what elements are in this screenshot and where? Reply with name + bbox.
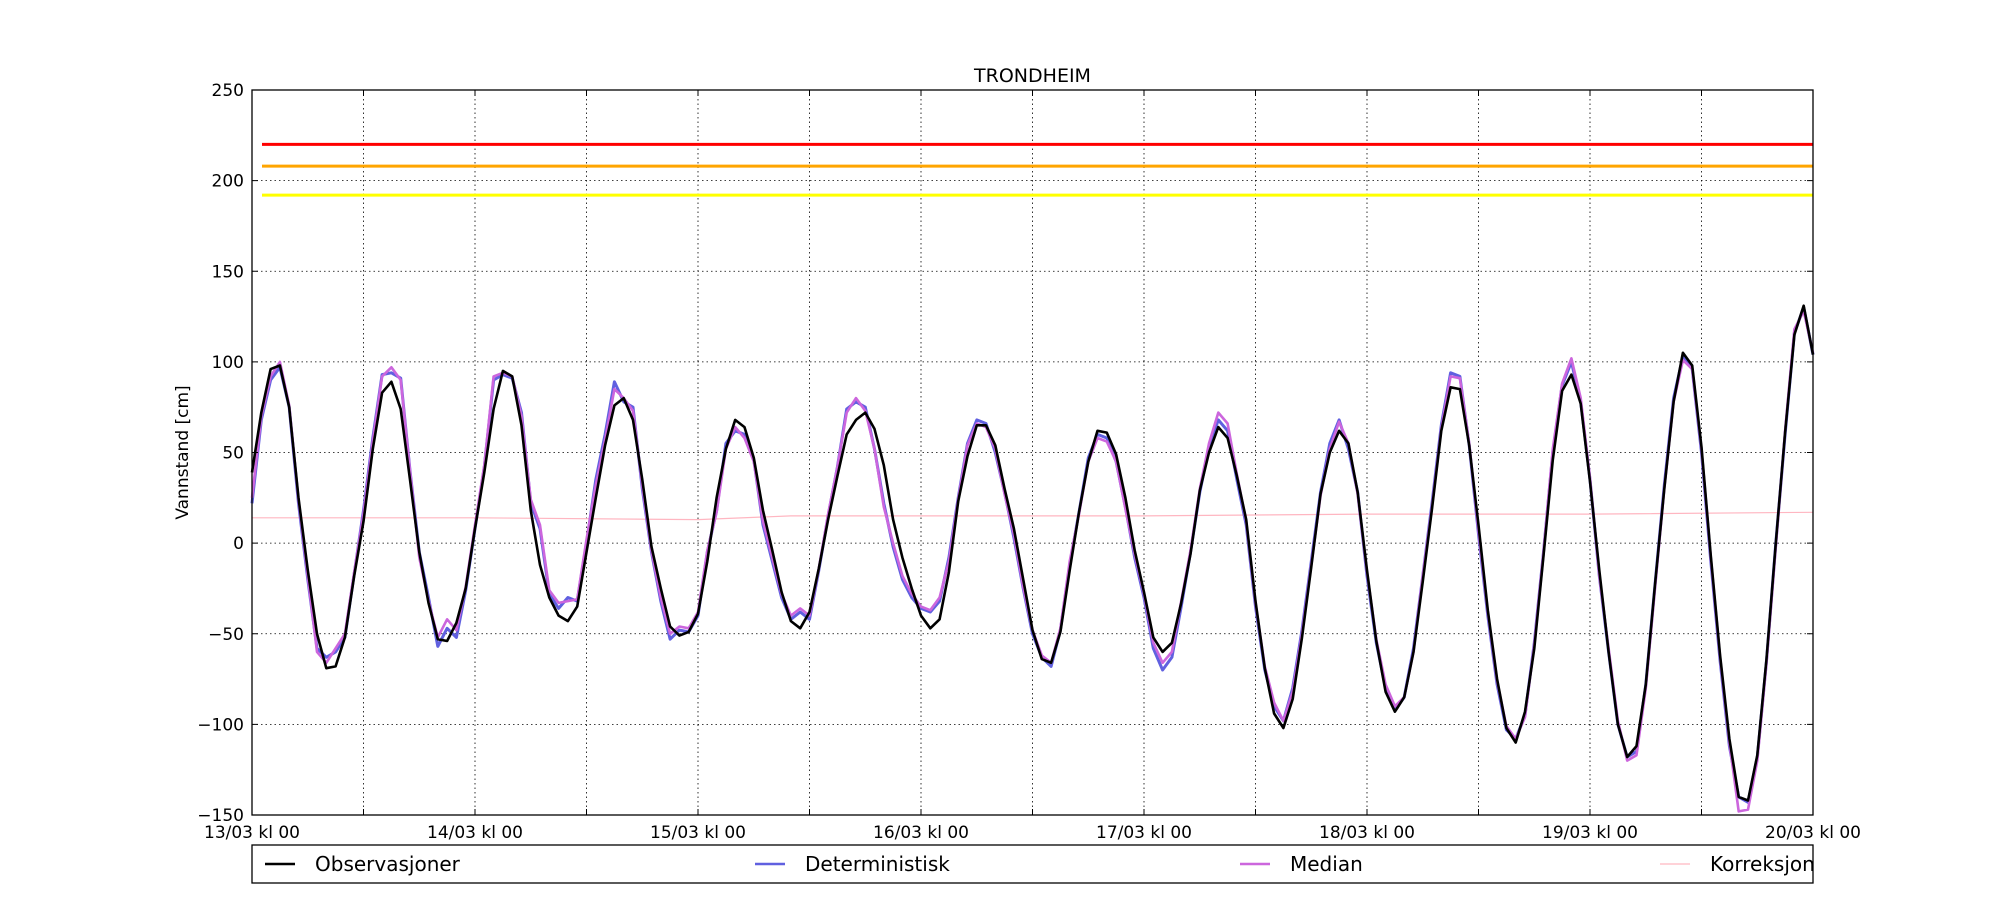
chart-title: TRONDHEIM: [973, 65, 1091, 87]
y-tick-labels: −150 −100 −50 0 50 100 150 200 250: [197, 81, 244, 826]
x-tick-label: 15/03 kl 00: [650, 823, 746, 843]
series-line-observasjoner: [250, 304, 1815, 802]
threshold-lines: [262, 142, 1813, 197]
legend: Observasjoner Deterministisk Median Korreks…: [251, 844, 1815, 884]
y-tick-label: −150: [197, 806, 244, 826]
legend-label: Observasjoner: [315, 852, 461, 876]
legend-label: Korreksjon: [1710, 852, 1815, 876]
legend-label: Median: [1290, 852, 1363, 876]
x-tick-label: 18/03 kl 00: [1319, 823, 1415, 843]
x-tick-label: 20/03 kl 00: [1765, 823, 1861, 843]
x-tick-label: 13/03 kl 00: [204, 823, 300, 843]
y-tick-label: 100: [212, 353, 244, 373]
x-tick-label: 14/03 kl 00: [427, 823, 523, 843]
y-tick-label: −100: [197, 715, 244, 735]
series-line-median: [250, 309, 1815, 813]
x-tick-label: 19/03 kl 00: [1542, 823, 1638, 843]
axis-ticks: [251, 89, 1814, 816]
legend-box: [251, 844, 1814, 884]
y-tick-label: −50: [208, 625, 244, 645]
x-tick-labels: 13/03 kl 00 14/03 kl 00 15/03 kl 00 16/03 k…: [204, 823, 1861, 843]
x-tick-label: 17/03 kl 00: [1096, 823, 1192, 843]
legend-label: Deterministisk: [805, 852, 950, 876]
series-line-korreksjon: [252, 511, 1814, 521]
y-tick-label: 150: [212, 262, 244, 282]
y-tick-label: 250: [212, 81, 244, 101]
x-tick-label: 16/03 kl 00: [873, 823, 969, 843]
y-axis-title: Vannstand [cm]: [173, 385, 193, 519]
y-tick-label: 50: [222, 444, 244, 464]
series-lines: [250, 304, 1815, 813]
y-tick-label: 200: [212, 172, 244, 192]
y-tick-label: 0: [233, 534, 244, 554]
